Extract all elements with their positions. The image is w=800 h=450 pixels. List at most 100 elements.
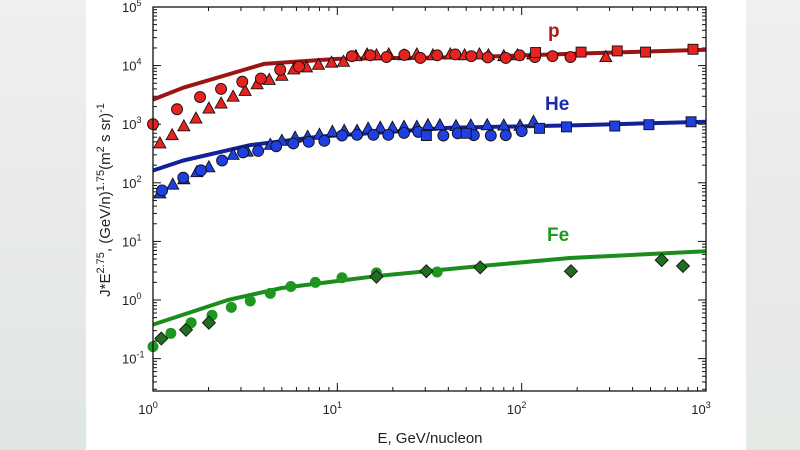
circle-marker-he <box>287 137 300 150</box>
triangle-marker-he <box>497 118 511 131</box>
triangle-marker-he <box>373 120 388 133</box>
circle-marker-fe <box>309 276 321 288</box>
triangle-marker-he <box>433 117 447 131</box>
y-tick-label: 101 <box>122 232 141 249</box>
circle-marker-he <box>237 146 250 159</box>
circle-marker-p <box>380 51 393 63</box>
diamond-marker-fe <box>654 252 669 268</box>
circle-marker-p <box>513 49 526 62</box>
circle-marker-he <box>156 184 169 197</box>
square-marker-he <box>643 119 655 131</box>
chart-card <box>86 0 746 450</box>
circle-marker-he <box>382 128 395 141</box>
y-tick-label: 103 <box>122 115 141 132</box>
square-marker-he <box>561 121 572 133</box>
circle-marker-fe <box>225 301 237 313</box>
data-markers <box>147 43 699 353</box>
circle-marker-he <box>398 126 410 139</box>
circle-marker-fe <box>264 287 276 299</box>
x-tick-label: 102 <box>507 400 526 417</box>
series-label-p: p <box>548 21 560 42</box>
circle-marker-he <box>484 129 497 142</box>
diamond-marker-fe <box>201 315 217 330</box>
circle-marker-he <box>318 134 331 147</box>
y-tick-label: 100 <box>122 291 141 308</box>
circle-marker-fe <box>336 272 348 284</box>
circle-marker-he <box>216 154 229 167</box>
triangle-marker-p <box>226 89 240 102</box>
circle-marker-fe <box>285 280 297 292</box>
diamond-marker-fe <box>563 264 579 279</box>
y-axis-title: J*E2.75, (GeV/n)1.75(m2 s sr)-1 <box>95 103 114 297</box>
square-marker-p <box>611 45 623 57</box>
square-marker-p <box>640 46 652 58</box>
triangle-marker-p <box>165 127 179 141</box>
tick-labels: 100 101 102 103 10-1 100 101 102 103 104 105 <box>122 0 711 417</box>
background-right <box>746 0 800 450</box>
circle-marker-fe <box>244 295 256 307</box>
square-marker-he <box>609 120 621 132</box>
circle-marker-p <box>481 51 494 64</box>
diamond-marker-fe <box>369 269 384 284</box>
series-label-he: He <box>545 94 569 115</box>
square-marker-he <box>685 116 697 128</box>
triangle-marker-he <box>166 177 180 190</box>
circle-marker-p <box>293 60 306 73</box>
square-marker-p <box>575 46 587 58</box>
triangle-marker-p <box>189 111 203 124</box>
x-tick-label: 101 <box>323 400 342 417</box>
triangle-marker-p <box>336 54 351 67</box>
circle-marker-p <box>431 49 444 62</box>
circle-marker-he <box>336 129 348 142</box>
circle-marker-he <box>252 144 265 157</box>
axis-ticks <box>152 6 707 391</box>
series-label-fe: Fe <box>547 225 569 246</box>
triangle-marker-p <box>202 101 216 114</box>
triangle-marker-he <box>421 117 435 131</box>
circle-marker-p <box>465 50 478 63</box>
circle-marker-he <box>351 128 364 141</box>
plot-frame <box>152 6 707 392</box>
y-tick-label: 105 <box>122 0 141 15</box>
circle-marker-p <box>414 52 427 64</box>
circle-marker-fe <box>165 327 177 339</box>
circle-marker-he <box>194 164 207 177</box>
triangle-marker-p <box>153 135 167 149</box>
triangle-marker-p <box>324 55 339 68</box>
circle-marker-he <box>515 125 528 138</box>
circle-marker-p <box>449 48 462 61</box>
circle-marker-p <box>364 49 377 62</box>
square-marker-he <box>420 130 432 142</box>
triangle-marker-p <box>214 96 228 109</box>
triangle-marker-p <box>599 49 613 62</box>
circle-marker-p <box>194 91 207 104</box>
y-tick-label: 104 <box>122 57 141 74</box>
circle-marker-p <box>215 82 228 95</box>
triangle-marker-he <box>480 117 494 131</box>
circle-marker-he <box>499 129 512 142</box>
diamond-marker-fe <box>154 331 169 346</box>
square-marker-p <box>530 47 542 58</box>
circle-marker-he <box>270 140 283 153</box>
circle-marker-fe <box>431 266 443 278</box>
circle-marker-p <box>398 48 411 61</box>
square-marker-p <box>687 43 699 55</box>
circle-marker-p <box>171 103 183 116</box>
x-tick-label: 103 <box>691 400 710 417</box>
y-tick-label: 10-1 <box>122 350 144 367</box>
circle-marker-he <box>302 135 315 148</box>
diamond-marker-fe <box>675 258 691 274</box>
circle-marker-p <box>254 72 267 85</box>
triangle-marker-p <box>177 118 191 132</box>
triangle-marker-p <box>238 83 252 96</box>
model-lines <box>152 47 707 327</box>
background-left <box>0 0 86 450</box>
circle-marker-p <box>345 50 358 63</box>
circle-marker-p <box>546 50 559 63</box>
diamond-marker-fe <box>473 260 488 275</box>
circle-marker-p <box>499 52 512 64</box>
circle-marker-p <box>236 75 249 88</box>
model-line-fe <box>152 249 707 327</box>
circle-marker-he <box>437 129 450 142</box>
